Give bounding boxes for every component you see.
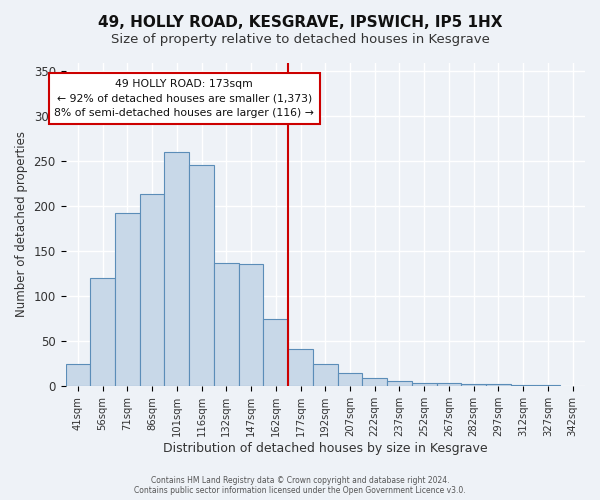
Bar	[239, 264, 263, 386]
Bar	[164, 152, 189, 386]
Bar	[437, 382, 461, 386]
Text: Size of property relative to detached houses in Kesgrave: Size of property relative to detached ho…	[110, 32, 490, 46]
Text: 49, HOLLY ROAD, KESGRAVE, IPSWICH, IP5 1HX: 49, HOLLY ROAD, KESGRAVE, IPSWICH, IP5 1…	[98, 15, 502, 30]
Bar	[511, 384, 536, 386]
Bar	[65, 364, 90, 386]
Y-axis label: Number of detached properties: Number of detached properties	[15, 132, 28, 318]
Bar	[90, 278, 115, 386]
Bar	[362, 378, 387, 386]
Bar	[288, 350, 313, 387]
Bar	[486, 384, 511, 386]
Bar	[263, 319, 288, 386]
Text: Contains HM Land Registry data © Crown copyright and database right 2024.
Contai: Contains HM Land Registry data © Crown c…	[134, 476, 466, 495]
Text: 49 HOLLY ROAD: 173sqm
← 92% of detached houses are smaller (1,373)
8% of semi-de: 49 HOLLY ROAD: 173sqm ← 92% of detached …	[55, 78, 314, 118]
Bar	[189, 165, 214, 386]
Bar	[214, 263, 239, 386]
Bar	[412, 382, 437, 386]
Bar	[115, 212, 140, 386]
Bar	[338, 373, 362, 386]
Bar	[536, 384, 560, 386]
X-axis label: Distribution of detached houses by size in Kesgrave: Distribution of detached houses by size …	[163, 442, 488, 455]
Bar	[140, 194, 164, 386]
Bar	[313, 364, 338, 386]
Bar	[387, 381, 412, 386]
Bar	[461, 384, 486, 386]
